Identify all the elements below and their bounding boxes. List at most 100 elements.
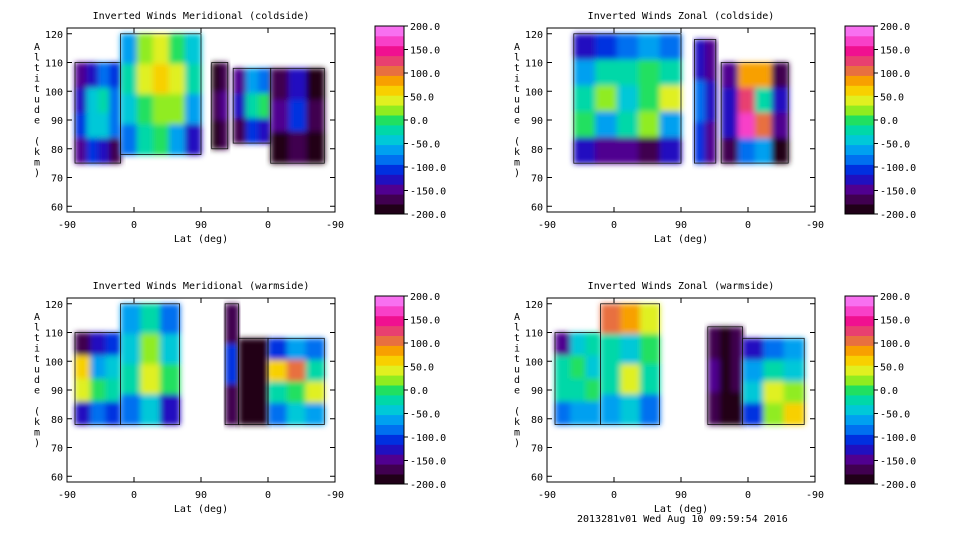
- heat-cell: [306, 68, 325, 101]
- heat-cell: [168, 63, 186, 95]
- heat-cell: [305, 338, 325, 361]
- colorbar-swatch: [375, 325, 404, 336]
- heat-cell: [754, 62, 773, 89]
- x-tick-label: -90: [806, 490, 824, 501]
- heat-cell: [638, 59, 661, 87]
- heat-cell: [105, 378, 122, 403]
- heat-cell: [763, 381, 785, 404]
- colorbar-swatch: [375, 75, 404, 86]
- colorbar-swatch: [375, 315, 404, 327]
- x-tick-label: -90: [538, 220, 556, 231]
- colorbar-tick-label: -150.0: [880, 187, 916, 198]
- heat-cell: [707, 326, 720, 360]
- colorbar-tick-label: 200.0: [410, 22, 440, 33]
- heat-cell: [152, 124, 170, 156]
- x-tick-label: -90: [326, 220, 344, 231]
- panel-zonal-warmside: Inverted Winds Zonal (warmside) -90 0 90 0 -…: [514, 281, 824, 515]
- heat-cell: [639, 333, 661, 365]
- colorbar-swatch: [845, 115, 874, 126]
- segment-outline: [600, 303, 660, 425]
- heat-cell: [159, 303, 181, 335]
- heat-cell: [211, 120, 221, 150]
- colorbar-swatch: [845, 444, 874, 455]
- segment-outline: [694, 39, 717, 164]
- heat-cell: [585, 332, 602, 357]
- colorbar-tick-label: -100.0: [410, 433, 446, 444]
- colorbar-swatch: [375, 154, 404, 165]
- y-tick-label: 110: [525, 59, 543, 70]
- colorbar-swatch: [375, 394, 404, 406]
- heat-cell: [109, 112, 122, 139]
- heat-cell: [719, 391, 732, 426]
- colorbar-swatch: [375, 55, 404, 66]
- heat-cell: [719, 359, 732, 393]
- heat-cell: [719, 326, 732, 360]
- heat-cell: [152, 33, 170, 65]
- colorbar-swatch: [375, 305, 404, 317]
- heat-cell: [705, 80, 717, 123]
- heat-cell: [105, 355, 122, 380]
- colorbar-tick-label: -200.0: [410, 480, 446, 491]
- x-tick-label: 0: [745, 220, 751, 231]
- heat-cell: [105, 401, 122, 426]
- heat-cell: [573, 111, 596, 138]
- heat-cell: [707, 359, 720, 393]
- y-tick-label: 100: [45, 87, 63, 98]
- heat-cell: [268, 359, 288, 382]
- heat-cell: [616, 137, 639, 164]
- colorbar-swatch: [375, 414, 404, 425]
- colorbar-tick-label: 0.0: [880, 116, 898, 127]
- heat-cell: [721, 62, 739, 89]
- heat-cell: [570, 378, 586, 403]
- colorbar-tick-label: 0.0: [880, 386, 898, 397]
- heat-cell: [184, 94, 202, 125]
- heat-cell: [120, 303, 141, 335]
- colorbar-swatch: [845, 325, 874, 336]
- heat-cell: [152, 94, 170, 125]
- heatmap-area: [74, 303, 325, 426]
- colorbar-tick-label: 0.0: [410, 116, 428, 127]
- heat-cell: [97, 112, 110, 139]
- heat-cell: [754, 138, 773, 164]
- colorbar-tick-label: -100.0: [880, 163, 916, 174]
- data-segment: [720, 62, 789, 164]
- heat-cell: [639, 394, 661, 426]
- colorbar-swatch: [375, 365, 404, 376]
- colorbar-tick-label: 0.0: [410, 386, 428, 397]
- heat-cell: [109, 138, 122, 164]
- colorbar-swatch: [845, 296, 874, 307]
- heat-cell: [585, 378, 602, 403]
- y-tick-label: 110: [525, 329, 543, 340]
- heat-cell: [763, 359, 785, 382]
- heat-cell: [168, 124, 186, 156]
- colorbar-swatch: [845, 134, 874, 146]
- colorbar-swatch: [375, 85, 404, 96]
- heat-cell: [140, 333, 161, 365]
- y-tick-label: 110: [45, 329, 63, 340]
- heat-cell: [120, 124, 138, 156]
- heat-cell: [742, 381, 764, 404]
- colorbar-tick-label: 150.0: [880, 316, 910, 327]
- heat-cell: [168, 94, 186, 125]
- colorbar-tick-label: -150.0: [410, 187, 446, 198]
- panel-zonal-coldside: Inverted Winds Zonal (coldside) -90 0 90 0 -…: [514, 11, 824, 245]
- heat-cell: [288, 99, 307, 133]
- x-tick-label: 0: [611, 490, 617, 501]
- colorbar-tick-label: -50.0: [880, 140, 910, 151]
- x-tick-label: 90: [675, 490, 687, 501]
- heat-cell: [738, 62, 756, 89]
- x-tick-label: 0: [131, 490, 137, 501]
- colorbar-tick-label: -100.0: [410, 163, 446, 174]
- x-tick-label: 90: [195, 220, 207, 231]
- colorbar-swatch: [375, 444, 404, 455]
- colorbar-tick-label: 100.0: [880, 69, 910, 80]
- segment-outline: [211, 62, 229, 150]
- heat-cell: [783, 359, 805, 382]
- colorbar-tick-label: -200.0: [880, 210, 916, 221]
- heat-cell: [306, 131, 325, 164]
- segment-outline: [120, 33, 202, 156]
- colorbar-swatch: [375, 296, 404, 307]
- heat-cell: [638, 111, 661, 138]
- heat-cell: [211, 91, 221, 121]
